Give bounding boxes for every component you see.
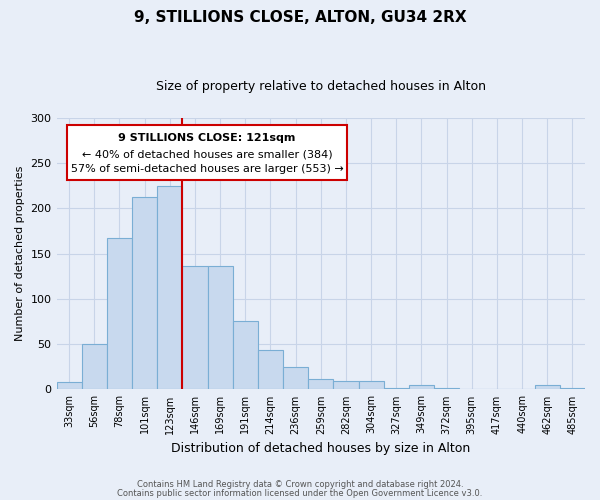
Text: Contains public sector information licensed under the Open Government Licence v3: Contains public sector information licen…: [118, 488, 482, 498]
X-axis label: Distribution of detached houses by size in Alton: Distribution of detached houses by size …: [171, 442, 470, 455]
Bar: [233, 320, 258, 390]
Text: 9 STILLIONS CLOSE: 121sqm: 9 STILLIONS CLOSE: 121sqm: [118, 132, 296, 142]
Bar: [56, 382, 82, 390]
Title: Size of property relative to detached houses in Alton: Size of property relative to detached ho…: [156, 80, 486, 93]
Bar: [132, 196, 157, 390]
Text: ← 40% of detached houses are smaller (384): ← 40% of detached houses are smaller (38…: [82, 149, 332, 159]
Bar: [560, 388, 585, 390]
FancyBboxPatch shape: [67, 124, 347, 180]
Bar: [409, 385, 434, 390]
Bar: [258, 350, 283, 390]
Bar: [334, 382, 359, 390]
Y-axis label: Number of detached properties: Number of detached properties: [15, 166, 25, 342]
Bar: [82, 344, 107, 390]
Bar: [208, 266, 233, 390]
Text: 57% of semi-detached houses are larger (553) →: 57% of semi-detached houses are larger (…: [71, 164, 344, 174]
Bar: [359, 382, 383, 390]
Text: 9, STILLIONS CLOSE, ALTON, GU34 2RX: 9, STILLIONS CLOSE, ALTON, GU34 2RX: [134, 10, 466, 25]
Bar: [157, 186, 182, 390]
Bar: [283, 367, 308, 390]
Bar: [434, 388, 459, 390]
Bar: [383, 388, 409, 390]
Bar: [182, 266, 208, 390]
Bar: [535, 385, 560, 390]
Bar: [107, 238, 132, 390]
Bar: [308, 378, 334, 390]
Text: Contains HM Land Registry data © Crown copyright and database right 2024.: Contains HM Land Registry data © Crown c…: [137, 480, 463, 489]
